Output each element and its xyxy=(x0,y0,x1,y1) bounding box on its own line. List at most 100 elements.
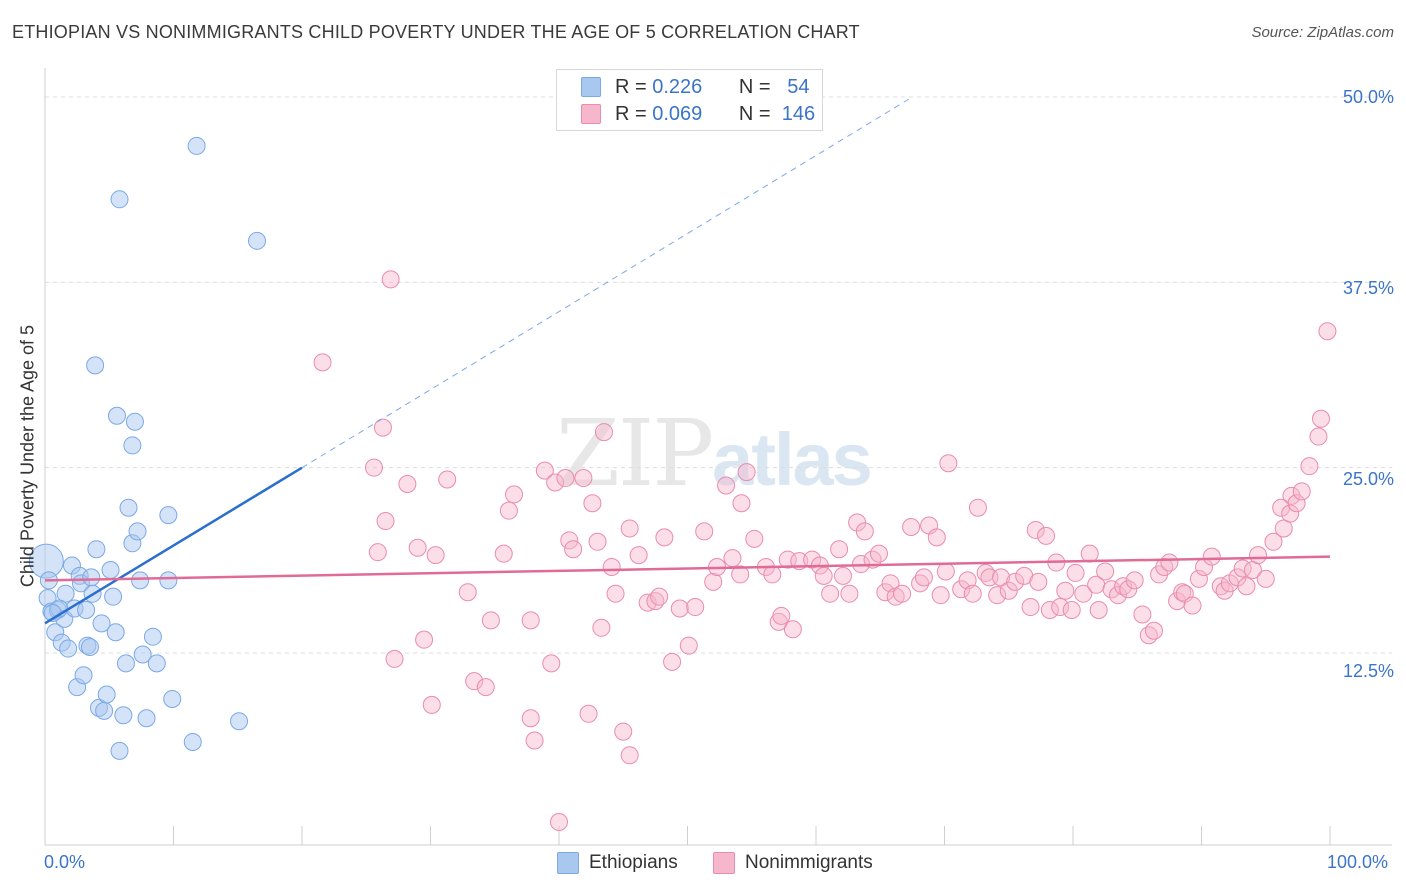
nonimmigrants-point xyxy=(772,606,791,625)
nonimmigrants-point xyxy=(1256,569,1275,588)
ethiopians-point xyxy=(95,701,114,720)
ethiopians-point xyxy=(86,356,105,375)
nonimmigrants-point xyxy=(778,550,797,569)
nonimmigrants-point xyxy=(620,746,639,765)
nonimmigrants-point xyxy=(1292,482,1311,501)
nonimmigrants-point xyxy=(398,474,417,493)
nonimmigrants-point xyxy=(579,704,598,723)
nonimmigrants-point xyxy=(588,532,607,551)
nonimmigrants-point xyxy=(550,813,568,832)
y-tick-label: 50.0% xyxy=(1342,87,1394,107)
nonimmigrants-point xyxy=(313,353,332,372)
nonimmigrants-point xyxy=(936,562,955,581)
nonimmigrants-point xyxy=(869,544,888,563)
ethiopians-point xyxy=(77,601,96,620)
nonimmigrants-point xyxy=(606,584,625,603)
nonimmigrants-point xyxy=(927,528,946,547)
nonimmigrants-point xyxy=(745,529,764,548)
nonimmigrants-point xyxy=(364,458,383,477)
ethiopians-point xyxy=(104,587,123,606)
nonimmigrants-point xyxy=(814,566,833,585)
nonimmigrants-point xyxy=(902,517,921,536)
nonimmigrants-point xyxy=(881,574,900,593)
nonimmigrants-point xyxy=(1160,553,1179,572)
nonimmigrants-point xyxy=(476,678,495,697)
source-credit: Source: ZipAtlas.com xyxy=(1251,24,1394,41)
nonimmigrants-point xyxy=(732,494,751,513)
x-tick-label-right: 100.0% xyxy=(1327,852,1389,872)
ethiopians-point xyxy=(133,645,152,664)
legend-r-value: 0.226 xyxy=(652,75,703,98)
bottom-legend-nonimmigrants: Nonimmigrants xyxy=(713,852,873,874)
y-axis-label: Child Poverty Under the Age of 5 xyxy=(17,324,38,588)
ethiopians-point xyxy=(110,741,129,760)
nonimmigrants-point xyxy=(833,566,852,585)
nonimmigrants-point xyxy=(988,586,1007,605)
y-tick-label: 25.0% xyxy=(1342,469,1394,489)
ethiopians-point xyxy=(159,571,178,590)
nonimmigrants-point xyxy=(1264,532,1283,551)
nonimmigrants-point xyxy=(914,568,933,587)
ethiopians-point xyxy=(82,568,101,587)
nonimmigrants-point xyxy=(574,469,593,488)
ethiopians-point xyxy=(159,506,178,525)
legend-n-value: 54 xyxy=(787,75,810,98)
ethiopians-point xyxy=(80,638,99,657)
nonimmigrants-point xyxy=(939,454,958,473)
nonimmigrants-point xyxy=(1144,621,1163,640)
nonimmigrants-point xyxy=(1051,598,1070,617)
bottom-legend-swatch-pink xyxy=(713,852,735,874)
nonimmigrants-point xyxy=(783,620,802,639)
nonimmigrants-point xyxy=(1114,577,1133,596)
nonimmigrants-point xyxy=(368,543,387,562)
ethiopians-point xyxy=(101,560,120,579)
nonimmigrants-point xyxy=(992,568,1011,587)
nonimmigrants-point xyxy=(1318,322,1337,341)
ethiopians-trend-extension xyxy=(301,96,913,469)
nonimmigrants-point xyxy=(583,494,602,513)
ethiopians-point xyxy=(131,571,150,590)
bottom-legend: Ethiopians Nonimmigrants xyxy=(0,852,1406,878)
nonimmigrants-point xyxy=(763,565,782,584)
nonimmigrants-point xyxy=(458,583,477,602)
nonimmigrants-point xyxy=(373,418,392,437)
nonimmigrants-point xyxy=(594,423,613,442)
y-tick-label: 37.5% xyxy=(1342,278,1394,298)
legend-n-label: N = xyxy=(738,102,771,125)
nonimmigrants-point xyxy=(1237,577,1256,596)
nonimmigrants-point xyxy=(663,652,682,671)
nonimmigrants-point xyxy=(737,463,756,482)
nonimmigrants-point xyxy=(614,722,633,741)
bottom-legend-label: Ethiopians xyxy=(589,852,678,873)
ethiopians-point xyxy=(119,498,138,517)
nonimmigrants-point xyxy=(1006,572,1025,591)
nonimmigrants-point xyxy=(438,470,457,489)
nonimmigrants-point xyxy=(1249,546,1268,565)
nonimmigrants-point xyxy=(1202,547,1221,566)
ethiopians-point xyxy=(163,689,182,708)
nonimmigrants-point xyxy=(670,599,689,618)
nonimmigrants-point xyxy=(1096,562,1115,581)
nonimmigrants-point xyxy=(1056,581,1075,600)
legend-row-ethiopians: R = 0.226 N = 54 xyxy=(581,74,810,100)
nonimmigrants-point xyxy=(686,598,705,617)
nonimmigrants-point xyxy=(1029,572,1048,591)
nonimmigrants-point xyxy=(1312,409,1331,428)
legend-n-value: 146 xyxy=(781,102,816,125)
legend-swatch-pink xyxy=(581,104,601,124)
nonimmigrants-point xyxy=(1089,601,1108,620)
ethiopians-point xyxy=(125,412,144,431)
nonimmigrants-point xyxy=(968,498,987,517)
ethiopians-trend-line xyxy=(44,466,303,625)
nonimmigrants-trend-line xyxy=(44,555,1331,582)
nonimmigrants-point xyxy=(1026,520,1045,539)
nonimmigrants-point xyxy=(521,709,540,728)
nonimmigrants-point xyxy=(1183,596,1202,615)
ethiopians-point xyxy=(137,709,156,728)
nonimmigrants-point xyxy=(560,531,579,550)
nonimmigrants-point xyxy=(1080,544,1099,563)
ethiopians-point xyxy=(147,654,166,673)
watermark: ZIPatlas xyxy=(556,400,873,507)
legend-r-value: 0.069 xyxy=(652,102,703,125)
legend-n-label: N = xyxy=(738,75,771,98)
